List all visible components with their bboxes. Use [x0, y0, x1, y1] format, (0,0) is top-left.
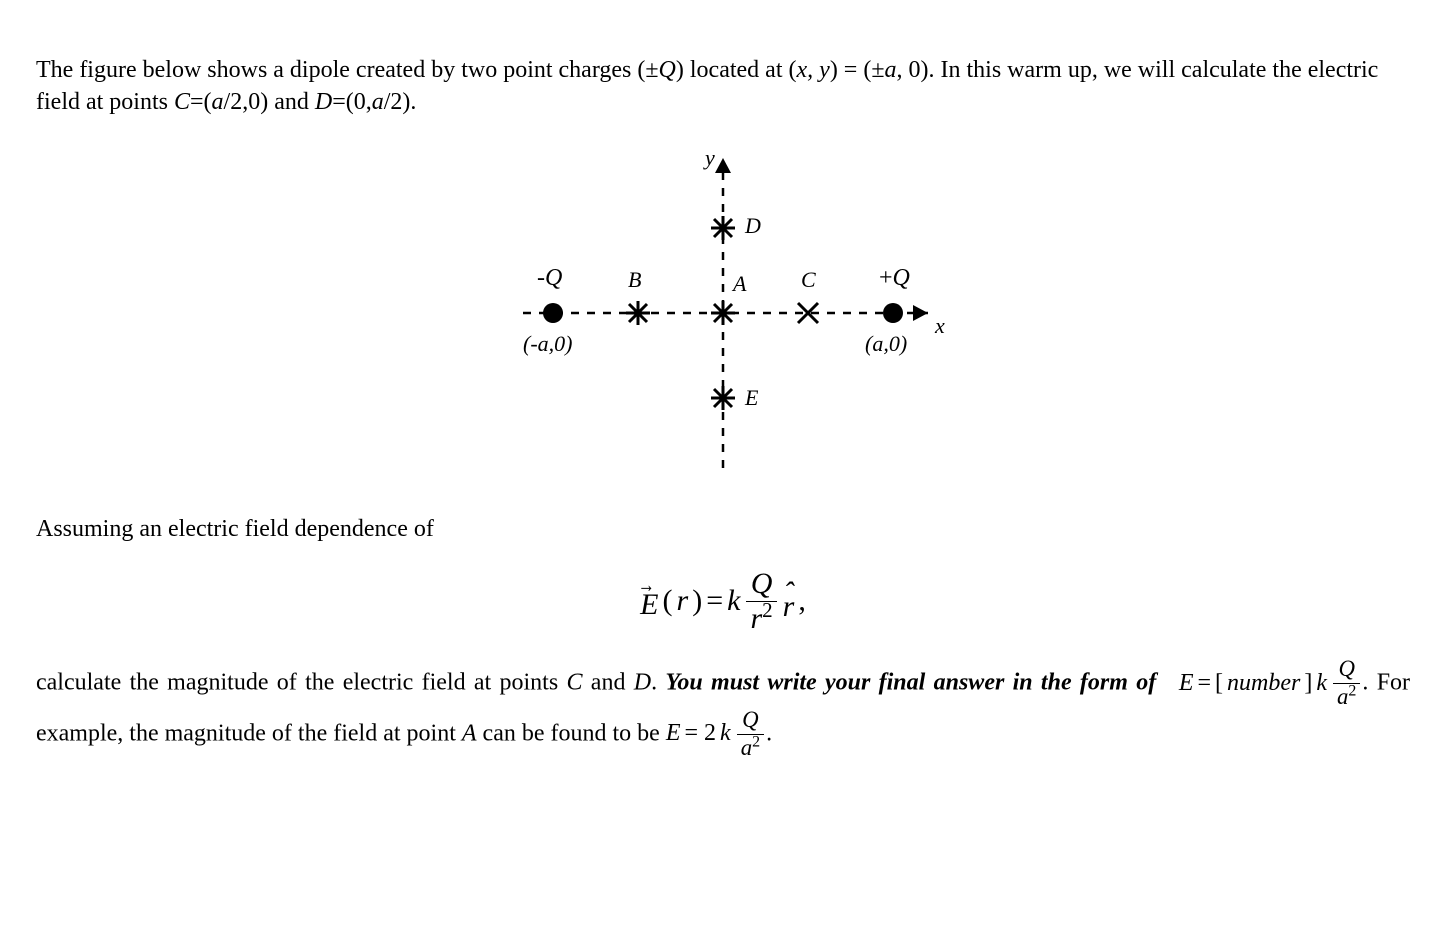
- p1-D: D: [315, 89, 332, 115]
- equation-example: E = 2k Q a2: [666, 709, 766, 760]
- point-a-mark: [711, 301, 735, 325]
- eq1-r: r: [677, 581, 689, 622]
- neg-charge-dot: [543, 303, 563, 323]
- p1-g: =(0,: [332, 89, 372, 115]
- p3-e: can be found to be: [477, 720, 666, 746]
- point-e-label: E: [744, 385, 759, 410]
- p3-D: D: [634, 670, 651, 696]
- assume-paragraph: Assuming an electric field dependence of: [36, 513, 1410, 545]
- ex-eq: = 2: [685, 709, 717, 758]
- eq1-k: k: [727, 581, 740, 622]
- p3-f: .: [766, 720, 772, 746]
- eq1-frac: Q r2: [746, 569, 776, 634]
- p3-A: A: [462, 720, 477, 746]
- instruction-paragraph: calculate the magnitude of the electric …: [36, 658, 1410, 759]
- p3-b: and: [583, 670, 634, 696]
- equation-form: E = [number] k Q a2: [1179, 658, 1363, 709]
- eq1-lp: (: [663, 581, 673, 622]
- dipole-diagram: y x -Q +Q (-a,0) (a,0) A B C D E: [473, 143, 973, 483]
- eq1-Q: Q: [747, 569, 777, 601]
- point-c-label: C: [801, 267, 816, 292]
- eq1-rp: ): [692, 581, 702, 622]
- eq1-comma: ,: [798, 581, 806, 622]
- neg-q-coord: (-a,0): [523, 331, 572, 356]
- p3-C: C: [566, 670, 582, 696]
- p1-a2: a: [212, 89, 224, 115]
- eq1-rhat: r: [783, 576, 795, 627]
- y-axis-label: y: [703, 145, 715, 170]
- ef-lb: [: [1215, 659, 1223, 708]
- x-axis-label: x: [934, 313, 945, 338]
- equation-field: E (r) = k Q r2 r ,: [36, 569, 1410, 634]
- ef-k: k: [1316, 659, 1327, 708]
- ex-Q: Q: [738, 709, 762, 734]
- ex-two: 2: [752, 733, 760, 750]
- ef-eq: =: [1197, 659, 1211, 708]
- ef-a: a: [1337, 684, 1348, 709]
- eq1-two: 2: [762, 598, 773, 622]
- ex-E: E: [666, 709, 681, 758]
- ex-k: k: [720, 709, 731, 758]
- ef-two: 2: [1348, 682, 1356, 699]
- p3-bold: You must write your final answer in the …: [665, 670, 1156, 696]
- ef-E: E: [1179, 659, 1194, 708]
- ex-frac: Q a2: [737, 709, 764, 760]
- pos-charge-dot: [883, 303, 903, 323]
- p1-xy: x, y: [797, 57, 830, 83]
- p2-text: Assuming an electric field dependence of: [36, 516, 434, 542]
- ef-num: number: [1227, 659, 1300, 708]
- neg-q-label: -Q: [537, 265, 562, 291]
- p1-text: The figure below shows a dipole created …: [36, 57, 659, 83]
- point-a-label: A: [731, 271, 747, 296]
- p1-c: ) = (±: [830, 57, 885, 83]
- x-arrow-icon: [913, 305, 928, 321]
- intro-paragraph: The figure below shows a dipole created …: [36, 54, 1410, 119]
- p3-a: calculate the magnitude of the electric …: [36, 670, 566, 696]
- eq1-E: E: [640, 578, 658, 626]
- p1-b: ) located at (: [676, 57, 797, 83]
- y-arrow-icon: [715, 158, 731, 173]
- point-d-mark: [711, 216, 735, 240]
- pos-q-label: +Q: [879, 265, 910, 291]
- dipole-diagram-wrap: y x -Q +Q (-a,0) (a,0) A B C D E: [36, 143, 1410, 483]
- p1-C: C: [174, 89, 190, 115]
- p1-a: a: [885, 57, 897, 83]
- point-b-label: B: [628, 267, 641, 292]
- ef-frac: Q a2: [1333, 658, 1360, 709]
- p1-h: /2).: [384, 89, 417, 115]
- p1-e: =(: [190, 89, 212, 115]
- point-e-mark: [711, 386, 735, 410]
- ex-a: a: [741, 735, 752, 760]
- p1-f: /2,0) and: [224, 89, 315, 115]
- p1-Q: Q: [659, 57, 676, 83]
- point-b-mark: [626, 301, 650, 325]
- eq1-rd: r: [750, 602, 762, 635]
- p3-c: .: [651, 670, 665, 696]
- point-d-label: D: [744, 213, 761, 238]
- eq1-eq: =: [706, 581, 723, 622]
- pos-q-coord: (a,0): [865, 331, 907, 356]
- p1-a3: a: [372, 89, 384, 115]
- ef-Q: Q: [1334, 658, 1358, 683]
- ef-rb: ]: [1304, 659, 1312, 708]
